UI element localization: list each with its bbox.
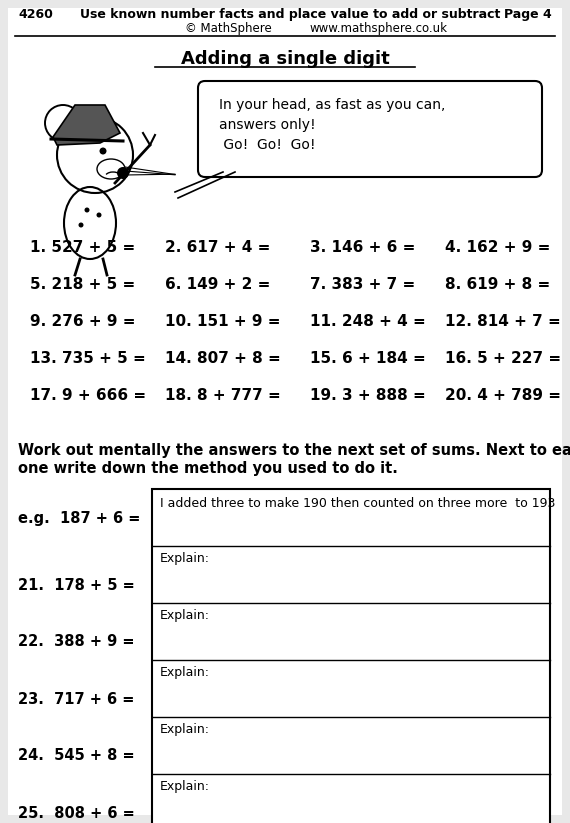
Text: one write down the method you used to do it.: one write down the method you used to do…: [18, 461, 398, 476]
Text: 5. 218 + 5 =: 5. 218 + 5 =: [30, 277, 135, 292]
Circle shape: [100, 147, 107, 155]
Circle shape: [84, 207, 89, 212]
Text: 8. 619 + 8 =: 8. 619 + 8 =: [445, 277, 550, 292]
Text: Use known number facts and place value to add or subtract: Use known number facts and place value t…: [80, 8, 500, 21]
Text: 10. 151 + 9 =: 10. 151 + 9 =: [165, 314, 280, 329]
Text: 3. 146 + 6 =: 3. 146 + 6 =: [310, 240, 416, 255]
Text: 9. 276 + 9 =: 9. 276 + 9 =: [30, 314, 136, 329]
Text: 18. 8 + 777 =: 18. 8 + 777 =: [165, 388, 281, 403]
Polygon shape: [53, 105, 120, 145]
Text: Explain:: Explain:: [160, 552, 210, 565]
Text: 1. 527 + 5 =: 1. 527 + 5 =: [30, 240, 135, 255]
Text: In your head, as fast as you can,
answers only!
 Go!  Go!  Go!: In your head, as fast as you can, answer…: [219, 98, 445, 152]
Text: 21.  178 + 5 =: 21. 178 + 5 =: [18, 578, 135, 593]
Circle shape: [79, 222, 83, 227]
Text: Page 4: Page 4: [504, 8, 552, 21]
Text: 12. 814 + 7 =: 12. 814 + 7 =: [445, 314, 561, 329]
Text: 16. 5 + 227 =: 16. 5 + 227 =: [445, 351, 561, 366]
Text: 6. 149 + 2 =: 6. 149 + 2 =: [165, 277, 270, 292]
Text: 4260: 4260: [18, 8, 53, 21]
Text: Adding a single digit: Adding a single digit: [181, 50, 389, 68]
Text: 15. 6 + 184 =: 15. 6 + 184 =: [310, 351, 426, 366]
Text: 20. 4 + 789 =: 20. 4 + 789 =: [445, 388, 561, 403]
FancyBboxPatch shape: [152, 489, 550, 823]
Text: www.mathsphere.co.uk: www.mathsphere.co.uk: [310, 22, 448, 35]
Text: Explain:: Explain:: [160, 609, 210, 622]
Text: 19. 3 + 888 =: 19. 3 + 888 =: [310, 388, 426, 403]
Text: 11. 248 + 4 =: 11. 248 + 4 =: [310, 314, 426, 329]
Text: I added three to make 190 then counted on three more  to 193: I added three to make 190 then counted o…: [160, 497, 555, 510]
Text: Explain:: Explain:: [160, 666, 210, 679]
Text: 24.  545 + 8 =: 24. 545 + 8 =: [18, 748, 135, 764]
Circle shape: [96, 212, 101, 217]
Text: Work out mentally the answers to the next set of sums. Next to each: Work out mentally the answers to the nex…: [18, 443, 570, 458]
Circle shape: [117, 167, 129, 179]
Text: 17. 9 + 666 =: 17. 9 + 666 =: [30, 388, 146, 403]
Text: 23.  717 + 6 =: 23. 717 + 6 =: [18, 691, 135, 706]
Text: 13. 735 + 5 =: 13. 735 + 5 =: [30, 351, 146, 366]
FancyBboxPatch shape: [198, 81, 542, 177]
Text: 25.  808 + 6 =: 25. 808 + 6 =: [18, 806, 135, 821]
Text: 7. 383 + 7 =: 7. 383 + 7 =: [310, 277, 416, 292]
Text: e.g.  187 + 6 =: e.g. 187 + 6 =: [18, 510, 140, 526]
Text: Explain:: Explain:: [160, 780, 210, 793]
Text: 2. 617 + 4 =: 2. 617 + 4 =: [165, 240, 270, 255]
Text: 14. 807 + 8 =: 14. 807 + 8 =: [165, 351, 281, 366]
Text: Explain:: Explain:: [160, 723, 210, 736]
FancyBboxPatch shape: [8, 8, 562, 815]
Text: © MathSphere: © MathSphere: [185, 22, 272, 35]
Text: 22.  388 + 9 =: 22. 388 + 9 =: [18, 635, 135, 649]
Text: 4. 162 + 9 =: 4. 162 + 9 =: [445, 240, 551, 255]
